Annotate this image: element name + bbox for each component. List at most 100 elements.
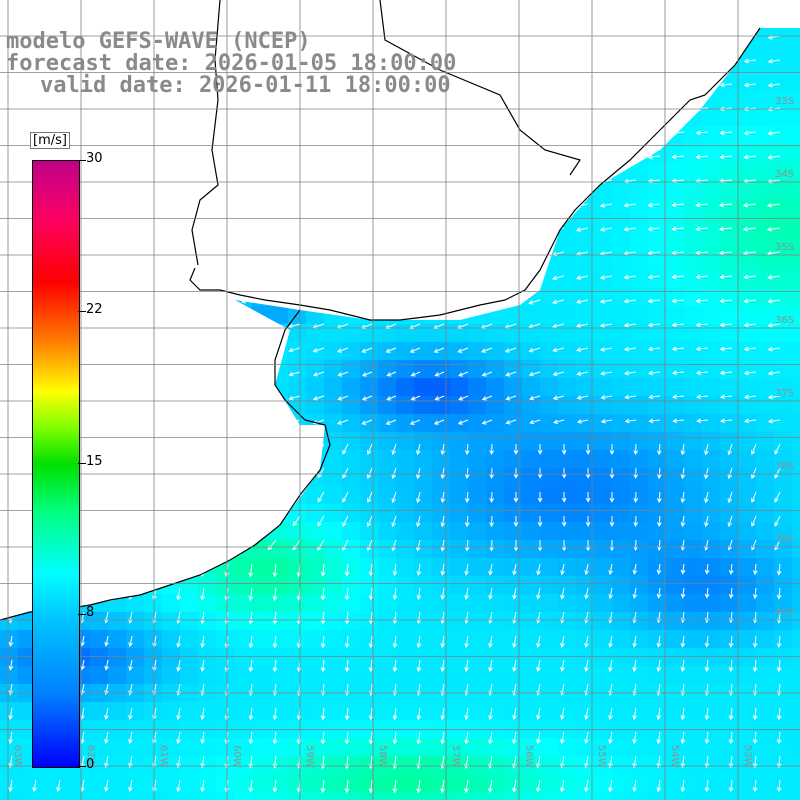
wind-arrow bbox=[752, 659, 758, 673]
field-cell bbox=[756, 108, 775, 127]
wind-arrow bbox=[695, 394, 709, 400]
wind-arrow bbox=[481, 371, 493, 377]
field-cell bbox=[702, 414, 721, 433]
wind-arrow bbox=[657, 539, 662, 551]
wind-arrow bbox=[719, 154, 733, 160]
field-cell bbox=[90, 648, 109, 667]
field-cell bbox=[756, 522, 775, 541]
wind-arrow bbox=[505, 419, 517, 425]
wind-arrow bbox=[272, 611, 278, 625]
wind-arrow bbox=[128, 755, 133, 769]
field-cell bbox=[612, 198, 631, 217]
wind-arrow bbox=[742, 226, 757, 232]
field-cell bbox=[396, 648, 415, 667]
wind-arrow bbox=[416, 467, 421, 480]
wind-arrow bbox=[696, 418, 709, 424]
field-cell bbox=[774, 270, 793, 289]
field-cell bbox=[378, 576, 397, 595]
field-cell bbox=[756, 324, 775, 343]
field-cell bbox=[576, 504, 595, 523]
lon-label: 57W bbox=[450, 745, 461, 768]
wind-arrow bbox=[536, 707, 541, 721]
field-cell bbox=[342, 486, 361, 505]
wind-arrow bbox=[512, 707, 517, 721]
field-cell bbox=[468, 450, 487, 469]
wind-arrow bbox=[342, 443, 349, 455]
field-cell bbox=[702, 612, 721, 631]
field-cell bbox=[504, 486, 523, 505]
field-cell bbox=[522, 540, 541, 559]
wind-arrow bbox=[457, 347, 469, 353]
field-cell bbox=[558, 576, 577, 595]
field-cell bbox=[468, 378, 487, 397]
field-cell bbox=[594, 792, 613, 800]
field-cell bbox=[702, 126, 721, 145]
wind-arrow bbox=[8, 659, 14, 671]
field-cell bbox=[414, 378, 433, 397]
field-cell bbox=[684, 306, 703, 325]
field-cell bbox=[522, 666, 541, 685]
field-cell bbox=[540, 540, 559, 559]
field-cell bbox=[612, 522, 631, 541]
field-cell bbox=[666, 522, 685, 541]
field-cell bbox=[684, 738, 703, 757]
field-cell bbox=[162, 774, 181, 793]
field-cell bbox=[324, 540, 343, 559]
wind-arrow bbox=[750, 491, 757, 504]
field-cell bbox=[612, 324, 631, 343]
wind-arrow bbox=[457, 419, 469, 425]
field-cell bbox=[774, 738, 793, 757]
field-cell bbox=[468, 774, 487, 793]
wind-arrow bbox=[488, 611, 493, 625]
wind-arrow bbox=[488, 563, 493, 576]
field-cell bbox=[432, 468, 451, 487]
field-cell bbox=[612, 342, 631, 361]
wind-arrow bbox=[718, 226, 733, 232]
field-cell bbox=[558, 630, 577, 649]
wind-arrow bbox=[680, 491, 686, 504]
field-cell bbox=[684, 486, 703, 505]
wind-arrow bbox=[320, 779, 326, 794]
wind-arrow bbox=[320, 635, 326, 649]
field-cell bbox=[378, 396, 397, 415]
wind-arrow bbox=[248, 611, 254, 625]
wind-arrow bbox=[767, 346, 781, 352]
field-cell bbox=[792, 450, 800, 469]
field-cell bbox=[540, 756, 559, 775]
wind-arrow bbox=[671, 226, 685, 232]
field-cell bbox=[792, 702, 800, 721]
field-cell bbox=[504, 576, 523, 595]
field-cell bbox=[558, 324, 577, 343]
field-cell bbox=[774, 756, 793, 775]
field-cell bbox=[522, 630, 541, 649]
wind-arrow bbox=[750, 443, 757, 456]
field-cell bbox=[180, 702, 199, 721]
field-cell bbox=[738, 468, 757, 487]
field-cell bbox=[216, 576, 235, 595]
wind-arrow bbox=[742, 178, 757, 184]
field-cell bbox=[324, 432, 343, 451]
field-cell bbox=[108, 738, 127, 757]
field-cell bbox=[756, 180, 775, 199]
wind-arrow bbox=[56, 779, 61, 793]
wind-arrow bbox=[585, 467, 591, 479]
field-cell bbox=[504, 648, 523, 667]
field-cell bbox=[486, 792, 505, 800]
wind-arrow bbox=[489, 443, 495, 456]
field-cell bbox=[468, 702, 487, 721]
field-cell bbox=[252, 594, 271, 613]
field-cell bbox=[648, 342, 667, 361]
wind-arrow bbox=[552, 275, 565, 281]
field-cell bbox=[648, 558, 667, 577]
field-cell bbox=[792, 324, 800, 343]
wind-arrow bbox=[656, 443, 662, 456]
wind-arrow bbox=[513, 443, 519, 455]
field-cell bbox=[108, 792, 127, 800]
field-cell bbox=[558, 486, 577, 505]
wind-arrow bbox=[8, 731, 14, 745]
wind-arrow bbox=[742, 250, 757, 256]
wind-arrow bbox=[488, 731, 493, 745]
wind-arrow bbox=[727, 515, 733, 528]
field-cell bbox=[666, 792, 685, 800]
field-cell bbox=[594, 612, 613, 631]
